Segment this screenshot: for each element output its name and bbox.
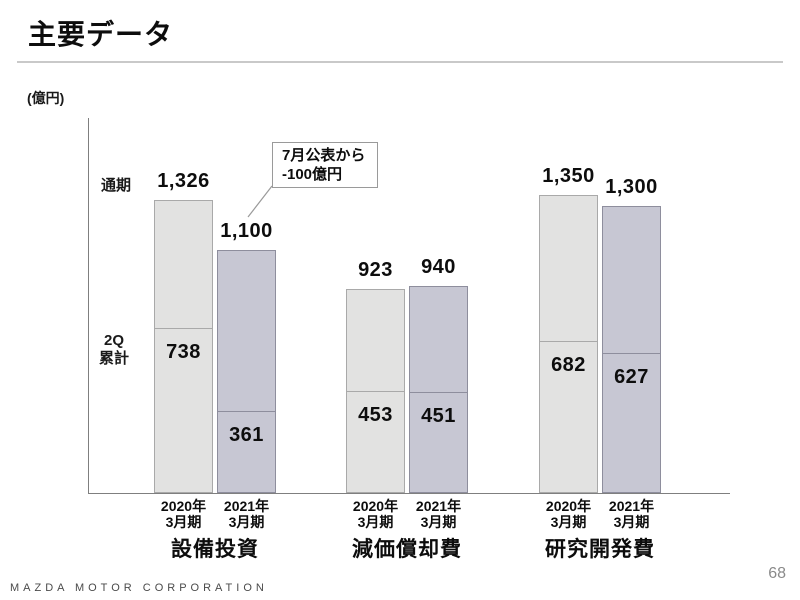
callout-line2: -100億円 (282, 166, 343, 183)
group-label-減価償却費: 減価償却費 (352, 538, 462, 561)
callout-box: 7月公表から -100億円 (272, 142, 378, 188)
y-axis (88, 118, 89, 493)
title-divider (17, 61, 783, 63)
x-axis-period-label-line2: 3月期 (550, 514, 587, 530)
x-axis-period-label-line1: 2021年 (608, 498, 655, 514)
first-half-series-label: 2Q 累計 (92, 332, 136, 368)
page-number: 68 (768, 565, 786, 582)
first-half-divider (409, 392, 468, 393)
full-year-value-label: 1,350 (542, 165, 595, 187)
x-axis-period-label-line1: 2020年 (545, 498, 592, 514)
bar-設備投資-2020-full-year (154, 200, 213, 493)
first-half-value-label: 682 (551, 354, 586, 376)
first-half-series-label-line1: 2Q (103, 332, 124, 349)
x-axis-period-label-line1: 2021年 (415, 498, 462, 514)
x-axis-period-label: 2020年 3月期 (146, 498, 222, 530)
x-axis-period-label: 2021年 3月期 (594, 498, 670, 530)
first-half-divider (154, 328, 213, 329)
x-axis-period-label: 2020年 3月期 (338, 498, 414, 530)
x-axis-period-label: 2021年 3月期 (209, 498, 285, 530)
first-half-value-label: 453 (358, 404, 393, 426)
callout-line1: 7月公表から (282, 147, 366, 164)
x-axis-period-label-line2: 3月期 (420, 514, 457, 530)
first-half-value-label: 738 (166, 341, 201, 363)
x-axis-period-label: 2020年 3月期 (531, 498, 607, 530)
group-label-研究開発費: 研究開発費 (545, 538, 655, 561)
first-half-value-label: 451 (421, 405, 456, 427)
bar-設備投資-2021-full-year (217, 250, 276, 493)
page-title: 主要データ (28, 19, 174, 50)
first-half-divider (346, 391, 405, 392)
first-half-divider (602, 353, 661, 354)
x-axis (88, 493, 730, 494)
bar-減価償却費-2021-full-year (409, 286, 468, 493)
first-half-value-label: 627 (614, 366, 649, 388)
x-axis-period-label-line2: 3月期 (228, 514, 265, 530)
full-year-value-label: 1,326 (157, 170, 210, 192)
bar-研究開発費-2020-full-year (539, 195, 598, 493)
bar-減価償却費-2020-full-year (346, 289, 405, 493)
first-half-series-label-line2: 累計 (98, 350, 129, 367)
full-year-value-label: 940 (421, 256, 456, 278)
x-axis-period-label-line2: 3月期 (165, 514, 202, 530)
x-axis-period-label-line1: 2020年 (160, 498, 207, 514)
footer-logo: MAZDA MOTOR CORPORATION (10, 582, 268, 594)
first-half-divider (539, 341, 598, 342)
full-year-value-label: 1,300 (605, 176, 658, 198)
first-half-divider (217, 411, 276, 412)
unit-label: (億円) (27, 90, 65, 106)
x-axis-period-label-line2: 3月期 (613, 514, 650, 530)
x-axis-period-label-line1: 2021年 (223, 498, 270, 514)
group-label-設備投資: 設備投資 (171, 538, 259, 561)
first-half-value-label: 361 (229, 424, 264, 446)
x-axis-period-label-line1: 2020年 (352, 498, 399, 514)
bar-研究開発費-2021-full-year (602, 206, 661, 493)
x-axis-period-label-line2: 3月期 (357, 514, 394, 530)
full-year-value-label: 923 (358, 259, 393, 281)
full-year-value-label: 1,100 (220, 220, 273, 242)
full-year-series-label: 通期 (100, 177, 131, 194)
x-axis-period-label: 2021年 3月期 (401, 498, 477, 530)
